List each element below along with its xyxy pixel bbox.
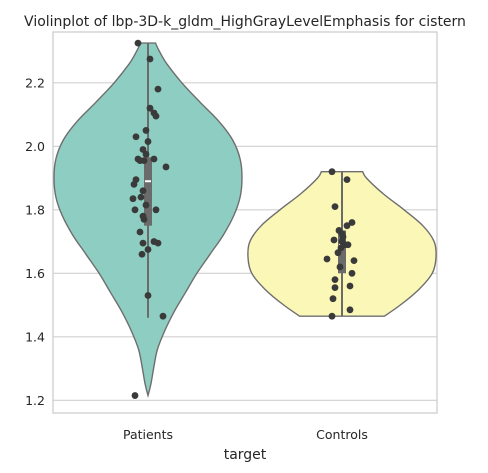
x-tick-label: Patients xyxy=(123,427,173,442)
data-point xyxy=(146,55,154,63)
y-tick-label: 1.6 xyxy=(25,266,45,281)
data-point xyxy=(346,306,354,314)
data-point xyxy=(343,176,351,184)
data-point xyxy=(344,241,352,249)
data-point xyxy=(328,312,336,320)
data-point xyxy=(150,155,158,163)
data-point xyxy=(134,39,142,47)
plot-area-frame xyxy=(52,31,438,414)
data-point xyxy=(323,255,331,263)
data-point xyxy=(130,181,138,188)
violins xyxy=(53,42,437,399)
data-point xyxy=(328,168,336,176)
iqr-box-patients xyxy=(144,157,152,226)
data-point xyxy=(139,239,147,247)
data-point xyxy=(146,104,154,112)
y-tick-label: 1.4 xyxy=(25,329,45,344)
chart-title: Violinplot of lbp-3D-k_gldm_HighGrayLeve… xyxy=(24,14,466,30)
data-point xyxy=(154,85,162,93)
data-point xyxy=(139,187,147,195)
data-point xyxy=(132,133,140,141)
data-point xyxy=(142,150,150,158)
data-point xyxy=(137,193,145,201)
data-point xyxy=(144,292,152,299)
data-point xyxy=(343,222,351,230)
data-point xyxy=(348,219,356,226)
data-point xyxy=(162,163,170,171)
data-point xyxy=(159,312,167,320)
y-tick-label: 1.8 xyxy=(25,202,45,217)
data-point xyxy=(136,228,144,236)
data-point xyxy=(346,282,354,290)
data-point xyxy=(152,112,160,120)
data-point xyxy=(330,236,338,244)
data-point xyxy=(329,295,337,303)
data-point xyxy=(331,276,339,284)
data-point xyxy=(331,203,339,211)
x-tick-label: Controls xyxy=(316,427,368,442)
data-point xyxy=(144,246,152,253)
data-point xyxy=(152,206,160,214)
data-point xyxy=(348,269,356,277)
y-tick-label: 2.0 xyxy=(25,139,45,154)
data-point xyxy=(129,195,137,203)
data-point xyxy=(138,250,146,258)
x-axis-label: target xyxy=(224,447,267,463)
iqr-box-controls xyxy=(338,230,346,274)
data-point xyxy=(131,206,139,214)
data-point xyxy=(334,249,342,257)
median-marker-patients xyxy=(145,180,151,183)
data-point xyxy=(142,201,150,209)
y-tick-label: 2.2 xyxy=(25,75,45,90)
data-point xyxy=(131,392,139,399)
y-tick-label: 1.2 xyxy=(25,393,45,408)
data-point xyxy=(142,127,150,134)
data-point xyxy=(331,284,339,291)
data-point xyxy=(140,215,148,223)
data-points xyxy=(129,39,358,399)
y-tick-labels: 1.2 1.4 1.6 1.8 2.0 2.2 xyxy=(25,75,45,408)
data-point xyxy=(154,239,162,247)
data-point xyxy=(144,138,152,145)
data-point xyxy=(336,263,344,271)
x-tick-labels: Patients Controls xyxy=(123,427,368,442)
data-point xyxy=(140,157,148,164)
data-point xyxy=(350,257,358,264)
